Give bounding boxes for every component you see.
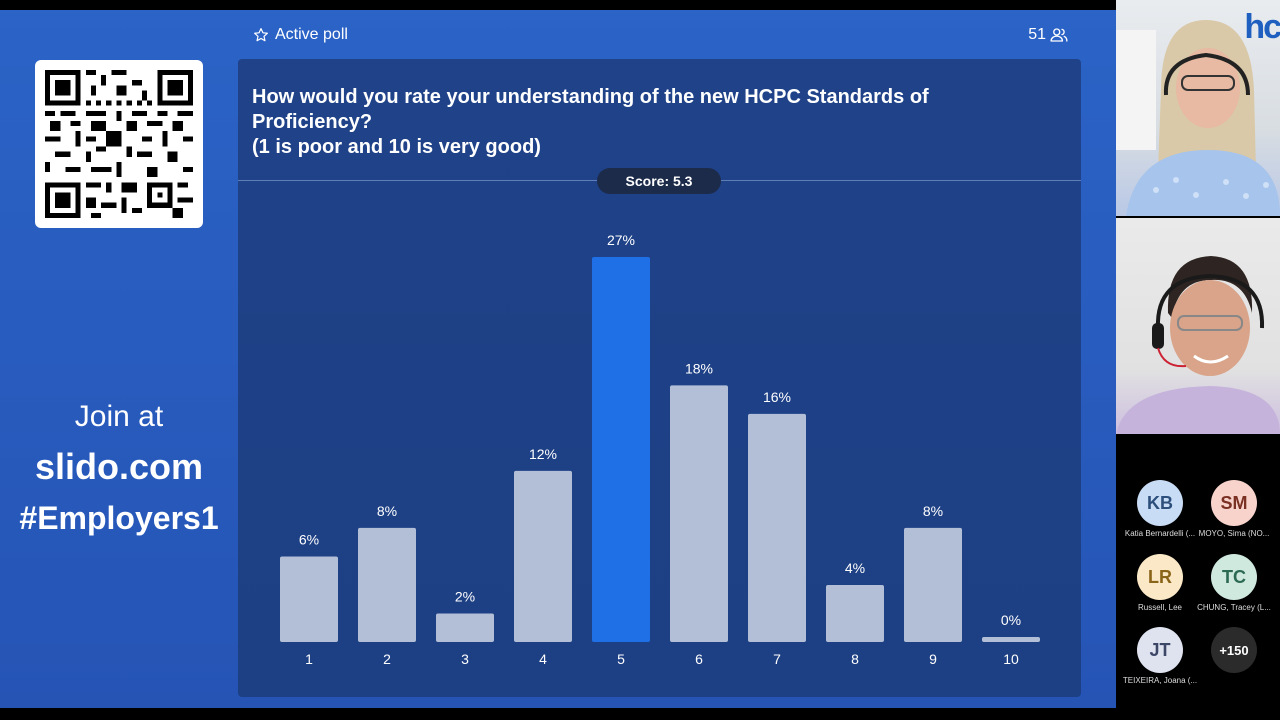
more-participants-count: +150 (1211, 627, 1257, 673)
participant-tile[interactable]: SM MOYO, Sima (NO... (1194, 480, 1274, 538)
participant-name: Katia Bernardelli (... (1124, 529, 1196, 538)
bar-4 (514, 470, 572, 642)
qr-code-icon (45, 70, 193, 218)
avatar: SM (1211, 480, 1257, 526)
poll-question-line-3: (1 is poor and 10 is very good) (252, 136, 541, 158)
poll-status-label: Active poll (275, 26, 348, 43)
avatar: TC (1211, 554, 1257, 600)
join-url: slido.com (34, 446, 204, 487)
event-code: #Employers1 (19, 500, 219, 536)
bar-10 (982, 637, 1040, 642)
data-label-6: 18% (685, 360, 713, 376)
x-tick-5: 5 (617, 651, 625, 667)
star-icon (254, 28, 268, 42)
video-tile-presenter: hc (1116, 0, 1280, 216)
participant-count-value: 51 (1028, 26, 1046, 43)
x-tick-4: 4 (539, 651, 547, 667)
data-label-2: 8% (377, 503, 397, 519)
data-label-7: 16% (763, 389, 791, 405)
data-label-10: 0% (1001, 612, 1021, 628)
participant-name: MOYO, Sima (NO... (1198, 529, 1270, 538)
x-tick-9: 9 (929, 651, 937, 667)
x-tick-8: 8 (851, 651, 859, 667)
data-label-9: 8% (923, 503, 943, 519)
poll-question-line-2: Proficiency? (252, 111, 373, 133)
x-tick-3: 3 (461, 651, 469, 667)
x-tick-10: 10 (1003, 651, 1019, 667)
bar-3 (436, 613, 494, 642)
bar-8 (826, 584, 884, 642)
slido-stage: Join at slido.com #Employers1 Active pol… (0, 10, 1116, 708)
bar-7 (748, 413, 806, 642)
x-tick-1: 1 (305, 651, 313, 667)
poll-topbar: Active poll 51 (253, 26, 1068, 46)
poll-question: How would you rate your understanding of… (252, 85, 1012, 160)
x-tick-6: 6 (695, 651, 703, 667)
data-label-4: 12% (529, 446, 557, 462)
participant-name: TEIXEIRA, Joana (... (1122, 676, 1198, 685)
data-label-3: 2% (455, 588, 475, 604)
poll-question-line-1: How would you rate your understanding of… (252, 86, 929, 108)
poll-card: How would you rate your understanding of… (238, 59, 1081, 697)
bar-2 (358, 527, 416, 642)
presenter-video-image (1116, 20, 1280, 216)
bar-5 (592, 257, 650, 642)
participant-tile[interactable]: KB Katia Bernardelli (... (1120, 480, 1200, 538)
bar-9 (904, 527, 962, 642)
avatar: JT (1137, 627, 1183, 673)
qr-code (35, 60, 203, 228)
hcpc-logo: hc (1244, 8, 1280, 46)
speaker-video-image (1116, 256, 1280, 434)
avatar: LR (1137, 554, 1183, 600)
data-label-1: 6% (299, 531, 319, 547)
video-tile-speaker (1116, 218, 1280, 434)
data-label-8: 4% (845, 560, 865, 576)
x-tick-7: 7 (773, 651, 781, 667)
participant-name: CHUNG, Tracey (L... (1197, 603, 1271, 612)
more-participants-button[interactable]: +150 (1194, 627, 1274, 673)
participant-tile[interactable]: JT TEIXEIRA, Joana (... (1120, 627, 1200, 685)
participant-tile[interactable]: TC CHUNG, Tracey (L... (1194, 554, 1274, 612)
bar-6 (670, 385, 728, 642)
users-icon (1050, 28, 1068, 42)
participant-tile[interactable]: LR Russell, Lee (1120, 554, 1200, 612)
avatar: KB (1137, 480, 1183, 526)
participant-name: Russell, Lee (1137, 603, 1183, 612)
score-badge: Score: 5.3 (597, 168, 721, 194)
data-label-5: 27% (607, 232, 635, 248)
x-tick-2: 2 (383, 651, 391, 667)
participants-panel: KB Katia Bernardelli (... SM MOYO, Sima … (1116, 434, 1280, 720)
bar-1 (280, 556, 338, 642)
participant-count: 51 (1028, 26, 1068, 44)
rating-bar-chart: 6%18%22%312%427%518%616%74%88%90%10 (280, 232, 1040, 667)
poll-status: Active poll (253, 26, 348, 44)
join-label: Join at (74, 400, 164, 433)
